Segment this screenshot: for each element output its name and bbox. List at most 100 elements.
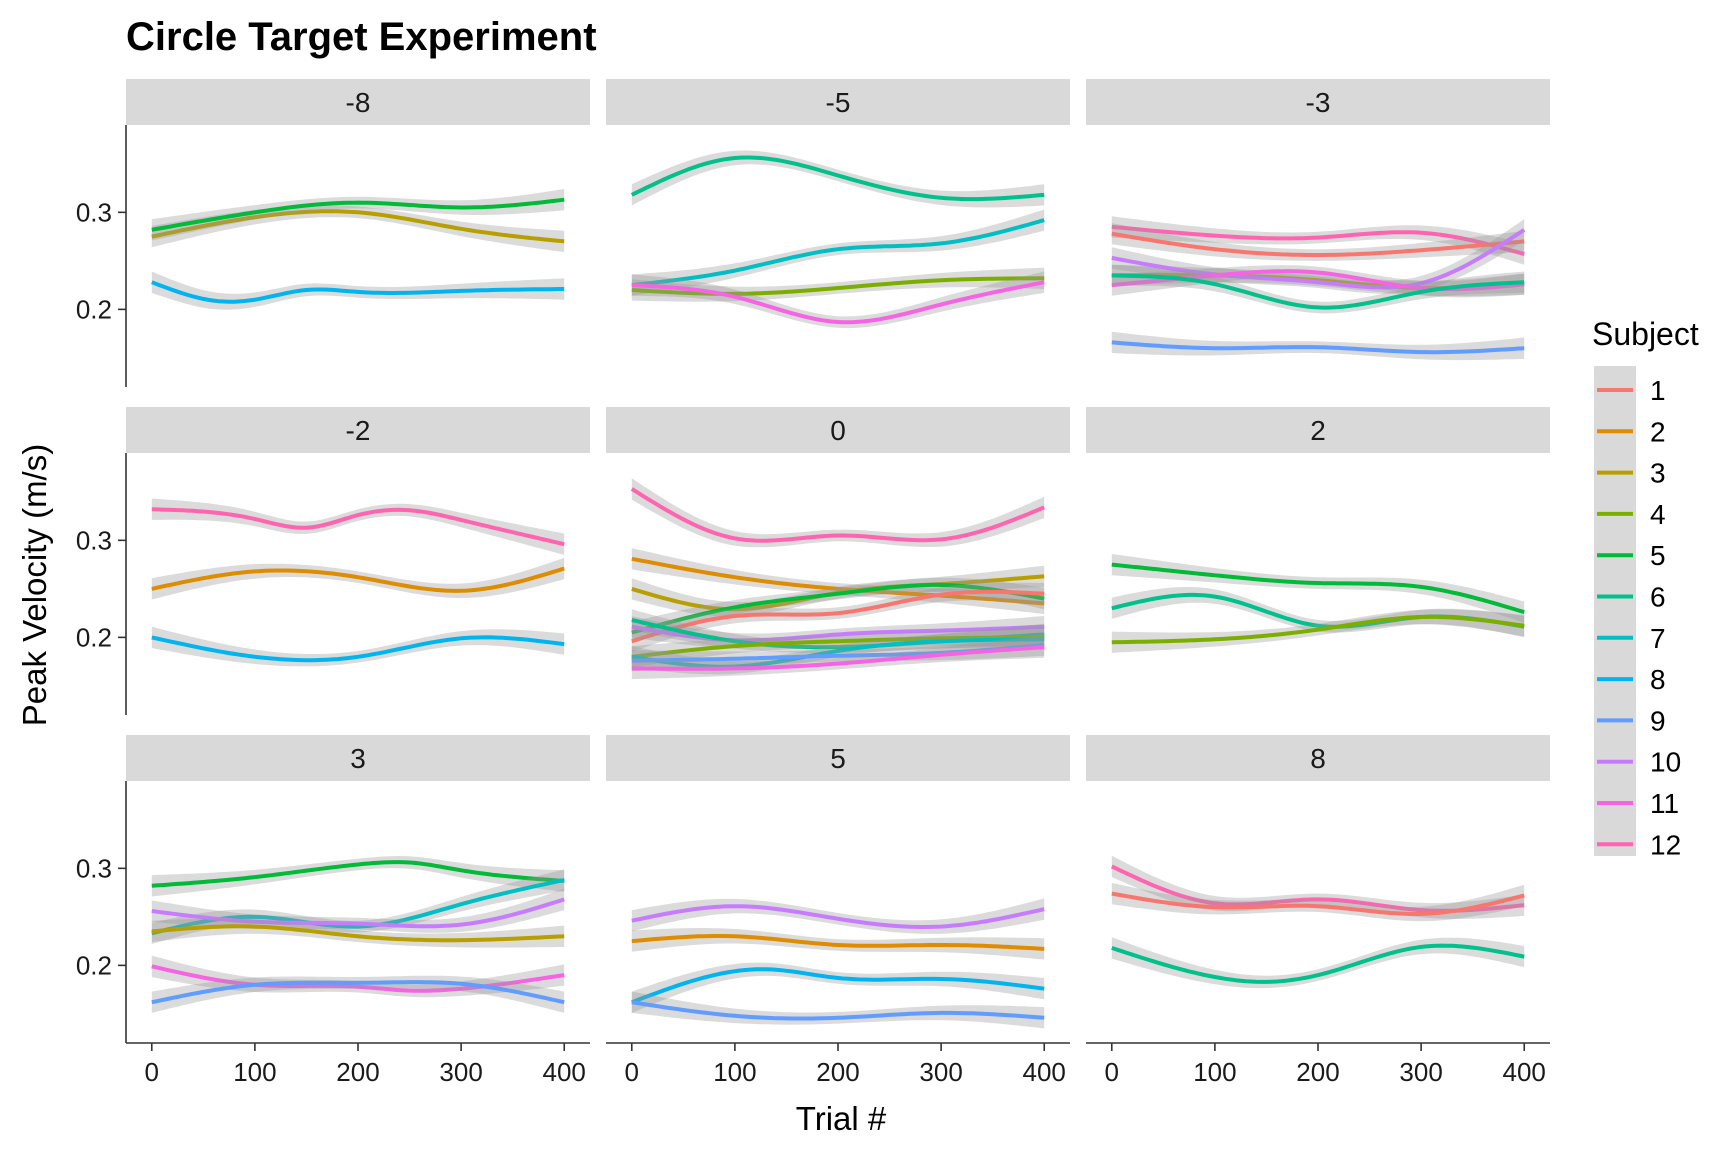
legend-item-subject-2: 2 <box>1597 416 1666 447</box>
legend-item-subject-4: 4 <box>1597 499 1666 530</box>
confidence-band-subject-7 <box>151 869 565 944</box>
series-line-subject-1 <box>1111 231 1525 257</box>
series-line-subject-8 <box>631 967 1045 1005</box>
x-tick-label: 200 <box>1296 1057 1339 1087</box>
facet-strip-label: 5 <box>830 743 846 774</box>
facet-strip-label: 8 <box>1310 743 1326 774</box>
legend-title: Subject <box>1592 316 1699 352</box>
x-tick-label: 200 <box>336 1057 379 1087</box>
x-tick-label: 200 <box>816 1057 859 1087</box>
x-tick-label: 0 <box>625 1057 639 1087</box>
series-line-subject-6 <box>1111 943 1525 984</box>
legend-item-subject-8: 8 <box>1597 664 1666 695</box>
series-line-subject-6 <box>1111 273 1525 310</box>
x-tick-label: 100 <box>233 1057 276 1087</box>
confidence-band-subject-9 <box>631 634 1045 672</box>
facet-strip <box>606 735 1070 781</box>
facet-panel: -3 <box>1086 79 1550 361</box>
y-tick-label: 0.3 <box>76 853 112 883</box>
facet-strip <box>1086 407 1550 453</box>
confidence-band-subject-1 <box>631 582 1045 652</box>
facet-strip <box>126 735 590 781</box>
legend-item-subject-6: 6 <box>1597 582 1666 613</box>
series-line-subject-3 <box>151 924 565 943</box>
series-line-subject-3 <box>151 209 565 244</box>
legend-label: 5 <box>1650 540 1666 571</box>
series-line-subject-1 <box>1111 891 1525 916</box>
x-tick-label: 0 <box>1105 1057 1119 1087</box>
series-line-subject-5 <box>151 197 565 232</box>
y-tick-label: 0.2 <box>76 622 112 652</box>
confidence-band-subject-5 <box>151 856 565 897</box>
facet-strip-label: 3 <box>350 743 366 774</box>
confidence-band-subject-5 <box>1111 553 1525 623</box>
series-line-subject-4 <box>1111 614 1525 645</box>
x-tick-label: 400 <box>1023 1057 1066 1087</box>
legend-label: 10 <box>1650 747 1681 778</box>
facet-panel: -8 0.2 0.3 <box>76 79 590 387</box>
facet-strip <box>1086 735 1550 781</box>
facet-panel: 3 0.2 0.3 0 100 200 300 400 <box>76 735 590 1087</box>
confidence-band-subject-7 <box>631 209 1045 296</box>
x-axis-title: Trial # <box>796 1100 887 1137</box>
facet-strip-label: -5 <box>826 87 851 118</box>
facet-strip <box>1086 79 1550 125</box>
series-line-subject-10 <box>631 624 1045 643</box>
series-line-subject-11 <box>631 280 1045 325</box>
legend-key-background <box>1594 366 1636 856</box>
legend-item-subject-7: 7 <box>1597 623 1666 654</box>
legend-label: 1 <box>1650 375 1666 406</box>
x-tick-label: 300 <box>439 1057 482 1087</box>
series-line-subject-11 <box>151 964 565 993</box>
legend-item-subject-5: 5 <box>1597 540 1666 571</box>
facet-strip <box>126 407 590 453</box>
legend-item-subject-11: 11 <box>1597 788 1679 819</box>
legend-label: 7 <box>1650 623 1666 654</box>
facet-panel: 2 <box>1086 407 1550 653</box>
series-line-subject-10 <box>151 897 565 929</box>
legend-item-subject-9: 9 <box>1597 705 1666 736</box>
confidence-band-subject-12 <box>631 478 1045 548</box>
x-tick-label: 0 <box>145 1057 159 1087</box>
series-line-subject-12 <box>151 507 565 547</box>
series-line-subject-9 <box>1111 340 1525 355</box>
facet-strip-label: -2 <box>346 415 371 446</box>
confidence-band-subject-6 <box>631 150 1045 208</box>
x-tick-label: 100 <box>1193 1057 1236 1087</box>
x-tick-label: 400 <box>543 1057 586 1087</box>
series-line-subject-10 <box>1111 228 1526 290</box>
series-line-subject-9 <box>151 980 565 1005</box>
x-tick-label: 300 <box>919 1057 962 1087</box>
legend-label: 2 <box>1650 416 1666 447</box>
legend-item-subject-1: 1 <box>1597 375 1666 406</box>
series-line-subject-6 <box>630 155 1045 202</box>
series-line-subject-5 <box>151 860 565 888</box>
legend-label: 4 <box>1650 499 1666 530</box>
legend-label: 12 <box>1650 829 1681 860</box>
confidence-band-subject-5 <box>151 189 565 241</box>
series-line-subject-2 <box>631 934 1045 951</box>
confidence-band-subject-9 <box>631 991 1045 1029</box>
legend-item-subject-12: 12 <box>1597 829 1681 860</box>
y-tick-label: 0.2 <box>76 294 112 324</box>
confidence-band-subject-12 <box>151 498 565 555</box>
series-line-subject-4 <box>631 635 1045 659</box>
facet-panel: 8 0 100 200 300 400 <box>1086 735 1550 1087</box>
x-tick-label: 100 <box>713 1057 756 1087</box>
facet-panel: 5 0 100 200 300 400 <box>606 735 1070 1087</box>
series-line-subject-5 <box>1111 562 1525 615</box>
series-line-subject-8 <box>151 280 565 304</box>
series-line-subject-12 <box>1111 224 1525 257</box>
legend-item-subject-3: 3 <box>1597 458 1666 489</box>
legend-label: 8 <box>1650 664 1666 695</box>
facet-strip-label: 2 <box>1310 415 1326 446</box>
series-line-subject-2 <box>631 556 1045 606</box>
series-line-subject-2 <box>151 566 565 593</box>
confidence-band-subject-6 <box>1111 587 1525 638</box>
facet-strip <box>606 79 1070 125</box>
facet-strip-label: -8 <box>346 87 371 118</box>
y-axis-title: Peak Velocity (m/s) <box>16 444 53 726</box>
facet-panel: -5 <box>606 79 1070 329</box>
series-line-subject-11 <box>631 645 1045 671</box>
legend-label: 3 <box>1650 458 1666 489</box>
